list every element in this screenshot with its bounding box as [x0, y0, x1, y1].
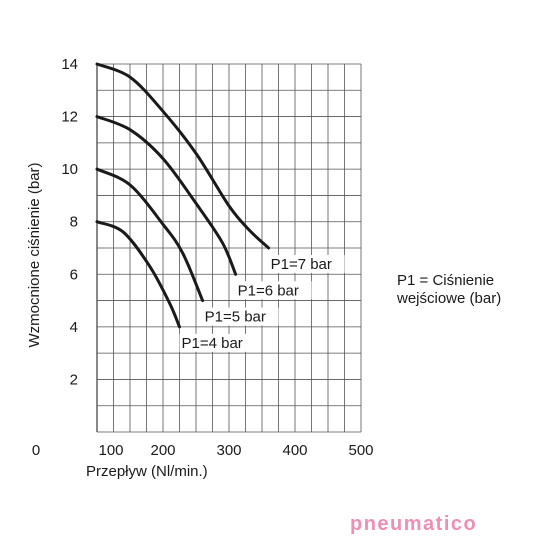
note-line-2: wejściowe (bar): [397, 290, 502, 307]
y-tick-label: 4: [70, 319, 78, 336]
curve-label-background: [179, 333, 256, 352]
x-tick-label: 500: [348, 442, 373, 459]
curve-labels: P1=7 bar P1=6 bar P1=5 bar P1=4 bar: [179, 255, 345, 352]
pneumatico-logo: pneumatico: [350, 513, 478, 535]
curve-line: [95, 220, 181, 329]
curve-label-background: [202, 307, 279, 326]
x-tick-label: 400: [282, 442, 307, 459]
curves: [95, 62, 271, 329]
note-line-1: P1 = Ciśnienie: [397, 272, 495, 289]
curve-line: [95, 167, 205, 303]
chart-grid: [96, 63, 362, 433]
y-tick-label: 12: [61, 109, 78, 126]
curve-label: P1=5 bar: [205, 309, 266, 326]
curve-label: P1=7 bar: [271, 256, 332, 273]
x-axis-title: Przepływ (Nl/min.): [86, 463, 208, 480]
x-tick-label: 200: [150, 442, 175, 459]
curve-label: P1=6 bar: [238, 282, 299, 299]
x-axis-ticks: 100 200 300 400 500: [98, 442, 373, 459]
curve-line: [95, 115, 238, 276]
y-axis-title: Wzmocnione ciśnienie (bar): [26, 162, 43, 347]
inlet-pressure-note: P1 = Ciśnienie wejściowe (bar): [397, 272, 501, 308]
y-tick-label: 6: [70, 266, 78, 283]
curve-label-background: [235, 281, 312, 300]
y-axis-ticks: 2 4 6 8 10 12 14: [61, 56, 78, 388]
curve-line: [95, 62, 271, 250]
origin-tick-label: 0: [32, 442, 40, 459]
y-tick-label: 2: [70, 371, 78, 388]
curve-label-background: [268, 255, 345, 273]
x-tick-label: 300: [216, 442, 241, 459]
y-tick-label: 8: [70, 214, 78, 231]
curve-label: P1=4 bar: [182, 335, 243, 352]
y-tick-label: 14: [61, 56, 78, 73]
y-tick-label: 10: [61, 161, 78, 178]
x-tick-label: 100: [98, 442, 123, 459]
